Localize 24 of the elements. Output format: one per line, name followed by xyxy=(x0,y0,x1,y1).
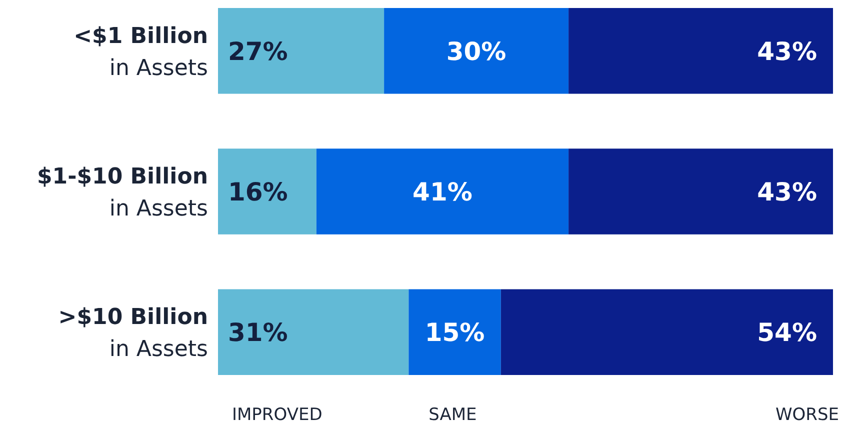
series-label: IMPROVED xyxy=(232,405,322,426)
bar xyxy=(384,8,569,94)
bar xyxy=(568,148,833,234)
data-label: 43% xyxy=(757,36,817,66)
data-label: 30% xyxy=(446,36,506,66)
data-label: 31% xyxy=(228,318,288,348)
data-label: 15% xyxy=(424,318,485,348)
bar xyxy=(500,289,833,375)
y-tick-label: $1-$10 Billion in Assets xyxy=(36,164,208,222)
y-tick-label: >$10 Billion in Assets xyxy=(58,305,208,362)
data-label: 54% xyxy=(757,318,817,348)
bar xyxy=(218,8,384,94)
series-label: WORSE xyxy=(775,405,839,426)
bar xyxy=(218,148,316,234)
bar xyxy=(218,289,409,375)
y-tick-label: <$1 Billion in Assets xyxy=(74,24,208,81)
data-label: 41% xyxy=(412,178,472,206)
bar xyxy=(316,148,569,234)
data-label: 43% xyxy=(757,178,817,206)
series-label: SAME xyxy=(428,405,477,426)
data-label: 27% xyxy=(228,36,288,66)
data-label: 16% xyxy=(228,178,288,206)
bar xyxy=(568,8,833,94)
bar xyxy=(408,289,501,375)
